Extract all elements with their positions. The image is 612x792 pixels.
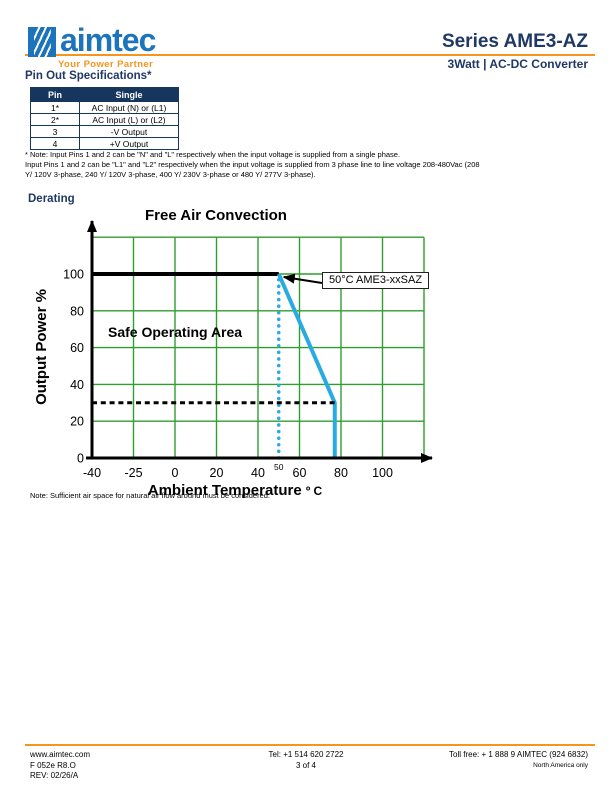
footer-center: Tel: +1 514 620 2722 3 of 4 (0, 750, 612, 771)
table-header-row: Pin Single (30, 87, 179, 102)
note-line: Input Pins 1 and 2 can be "L1" and "L2" … (25, 160, 480, 169)
derating-chart: Free Air Convection -40 -25 0 20 40 60 80 100 50… (30, 205, 475, 505)
header-divider (25, 54, 595, 56)
derating-heading: Derating (28, 193, 75, 205)
x-tick-label: 80 (334, 466, 348, 480)
x-tick-label: -40 (83, 466, 101, 480)
table-cell: -V Output (79, 125, 179, 138)
footer-tollfree: Toll free: + 1 888 9 AIMTEC (924 6832) (449, 750, 588, 759)
table-row: 3 -V Output (30, 125, 179, 138)
x-minor-tick-label: 50 (274, 462, 284, 472)
table-cell: 3 (30, 125, 80, 138)
pinout-table: Pin Single 1* AC Input (N) or (L1) 2* AC In… (30, 87, 179, 150)
footer-rev: REV: 02/26/A (30, 771, 79, 780)
footer-website: www.aimtec.com (30, 750, 91, 759)
y-tick-label: 80 (70, 304, 84, 318)
annotation-arrow (282, 273, 323, 284)
series-subtitle: 3Watt | AC-DC Converter (447, 57, 588, 71)
chart-canvas: -40 -25 0 20 40 60 80 100 50 0 20 40 60 80 100 (63, 220, 433, 480)
x-tick-label: 40 (251, 466, 265, 480)
aimtec-logo-icon (28, 27, 56, 57)
table-cell: AC Input (L) or (L2) (79, 113, 179, 126)
pinout-table-body: 1* AC Input (N) or (L1) 2* AC Input (L) or … (30, 101, 179, 150)
note-line: * Note: Input Pins 1 and 2 can be "N" an… (25, 150, 401, 159)
footer-page-number: 3 of 4 (295, 760, 316, 770)
table-row: 1* AC Input (N) or (L1) (30, 101, 179, 114)
annotation-callout: 50°C AME3-xxSAZ (322, 272, 430, 289)
x-tick-label: 100 (372, 466, 393, 480)
table-cell: 1* (30, 101, 80, 114)
table-cell: 4 (30, 137, 80, 150)
pinout-heading: Pin Out Specifications* (25, 70, 152, 82)
footer-left: www.aimtec.com F 052e R8.O REV: 02/26/A (30, 750, 90, 782)
x-tick-label: 0 (172, 466, 179, 480)
table-row: 2* AC Input (L) or (L2) (30, 113, 179, 126)
footer-tel: Tel: +1 514 620 2722 (268, 750, 344, 759)
brand-tagline: Your Power Partner (58, 59, 154, 70)
y-tick-label: 0 (77, 452, 84, 466)
footer-right: Toll free: + 1 888 9 AIMTEC (924 6832) N… (449, 750, 588, 771)
x-tick-label: -25 (124, 466, 142, 480)
series-title: Series AME3-AZ (441, 31, 588, 52)
x-axis-label-text: Ambient Temperature (147, 482, 302, 499)
derating-curve (276, 273, 337, 458)
brand-logo-text: aimtec (60, 22, 156, 58)
column-header-single: Single (79, 87, 179, 102)
footer-divider (25, 744, 595, 746)
x-axis-label: Ambient Temperature º C (30, 482, 440, 499)
footer-doc-id: F 052e R8.O (30, 760, 76, 770)
y-axis-label: Output Power % (33, 289, 50, 405)
pinout-note: * Note: Input Pins 1 and 2 can be "N" an… (25, 150, 590, 180)
column-header-pin: Pin (30, 87, 80, 102)
y-tick-label: 20 (70, 415, 84, 429)
x-tick-label: 20 (210, 466, 224, 480)
table-cell: 2* (30, 113, 80, 126)
chart-title: Free Air Convection (145, 207, 287, 224)
table-row: 4 +V Output (30, 137, 179, 150)
safe-operating-area-label: Safe Operating Area (108, 324, 243, 340)
table-cell: +V Output (79, 137, 179, 150)
footer-region: North America only (533, 761, 588, 769)
note-line: Y/ 120V 3-phase, 240 Y/ 120V 3-phase, 40… (25, 170, 316, 179)
y-tick-label: 100 (63, 268, 84, 282)
table-cell: AC Input (N) or (L1) (79, 101, 179, 114)
x-axis-unit: º C (305, 484, 323, 498)
airflow-note: Note: Sufficient air space for natural a… (30, 491, 270, 500)
x-tick-label: 60 (293, 466, 307, 480)
y-tick-label: 60 (70, 341, 84, 355)
y-tick-label: 40 (70, 378, 84, 392)
